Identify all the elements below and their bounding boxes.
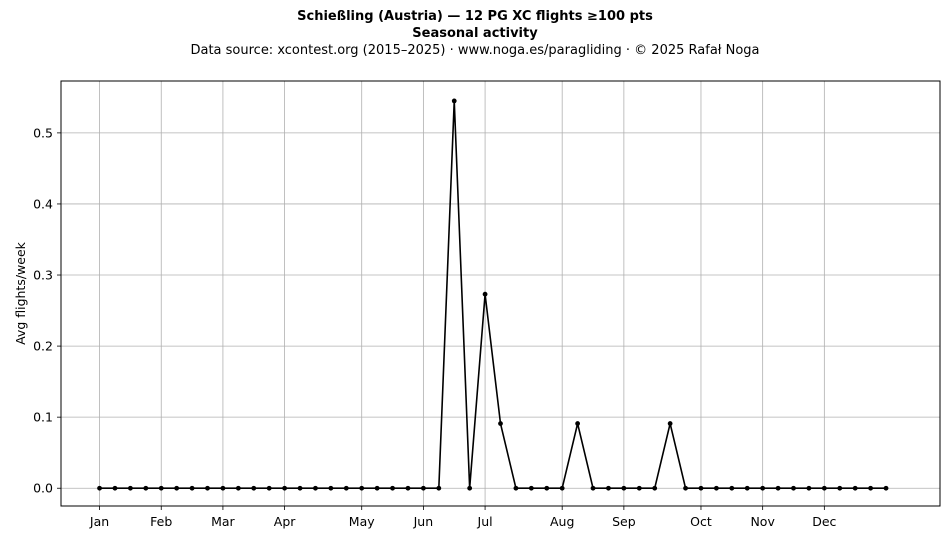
x-tick-label: Jul (477, 514, 493, 529)
data-point (174, 485, 180, 491)
x-tick-label: Aug (550, 514, 574, 529)
data-point (698, 485, 704, 491)
data-point (775, 485, 781, 491)
data-point (251, 485, 257, 491)
chart-subtitle: Seasonal activity (412, 26, 538, 41)
y-tick-label: 0.3 (33, 268, 53, 283)
data-point (513, 485, 519, 491)
data-point (127, 485, 133, 491)
data-point (652, 485, 658, 491)
x-tick-label: Jun (413, 514, 434, 529)
data-point (498, 421, 503, 426)
data-point (390, 485, 395, 491)
data-point (343, 485, 349, 491)
data-point (868, 485, 874, 491)
series-line (99, 100, 887, 490)
x-tick-label: Sep (612, 514, 636, 529)
chart-source: Data source: xcontest.org (2015–2025) · … (190, 43, 760, 58)
x-tick-label: Feb (150, 514, 172, 529)
x-tick-label: Oct (690, 514, 712, 529)
data-point (837, 485, 843, 491)
data-point (112, 485, 118, 491)
data-point (683, 485, 688, 491)
y-axis-label: Avg flights/week (13, 241, 28, 345)
data-point (575, 421, 581, 426)
x-tick-label: May (349, 514, 375, 529)
data-point (636, 485, 642, 491)
data-point (313, 485, 318, 491)
data-point (297, 485, 303, 491)
data-point (806, 485, 812, 491)
data-point (559, 485, 565, 491)
y-tick-label: 0.1 (33, 410, 53, 425)
data-point (621, 485, 627, 491)
data-point (467, 485, 473, 491)
data-point (791, 485, 796, 491)
plot-frame (60, 80, 941, 507)
grid-lines (61, 81, 940, 506)
y-axis: 0.0 0.1 0.2 0.3 0.4 0.5 (33, 125, 61, 496)
data-point (528, 485, 534, 491)
data-point (852, 485, 858, 491)
data-point (359, 485, 365, 491)
data-point (143, 485, 149, 491)
data-point (729, 485, 735, 491)
y-tick-label: 0.0 (33, 481, 53, 496)
data-point (482, 291, 488, 297)
data-point (97, 485, 102, 491)
x-tick-label: Dec (812, 514, 836, 529)
data-point (667, 421, 673, 426)
x-tick-label: Mar (211, 514, 235, 529)
data-point (436, 485, 442, 491)
data-point (328, 485, 334, 491)
x-tick-label: Apr (274, 514, 296, 529)
chart-titles: Schießling (Austria) — 12 PG XC flights … (0, 8, 950, 59)
x-tick-label: Nov (750, 514, 775, 529)
y-tick-label: 0.4 (33, 196, 53, 211)
series-group (97, 98, 889, 491)
data-point (189, 485, 195, 491)
y-tick-label: 0.5 (33, 125, 53, 140)
y-tick-label: 0.2 (33, 339, 53, 354)
data-point (374, 485, 380, 491)
data-point (451, 98, 457, 104)
data-point (235, 485, 241, 491)
data-point (544, 485, 550, 491)
data-point (266, 485, 272, 491)
data-point (606, 485, 611, 491)
data-point (420, 485, 426, 491)
data-point (282, 485, 288, 491)
data-point (821, 485, 827, 491)
data-point (158, 485, 164, 491)
data-point (760, 485, 766, 491)
data-point (205, 485, 210, 491)
data-point (405, 485, 411, 491)
data-point (220, 485, 226, 491)
data-point (883, 485, 889, 491)
x-tick-label: Jan (89, 514, 109, 529)
data-point (744, 485, 750, 491)
data-point (590, 485, 596, 491)
data-point (713, 485, 719, 491)
chart-title: Schießling (Austria) — 12 PG XC flights … (297, 9, 653, 24)
x-axis: Jan Feb Mar Apr May Jun Jul Aug Sep Oct Nov Dec (89, 506, 837, 529)
